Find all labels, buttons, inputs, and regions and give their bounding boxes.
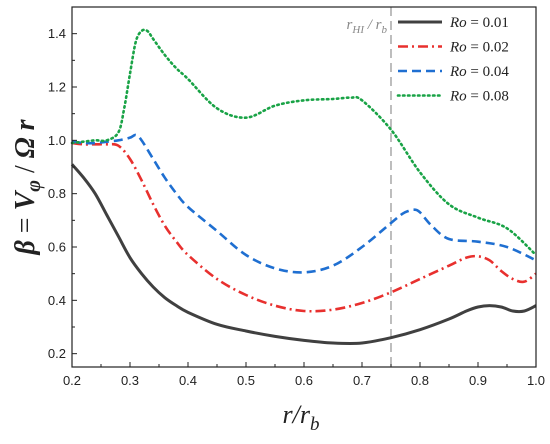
y-axis: 0.2 0.4 0.6 0.8 1.0 1.2 1.4 <box>48 26 77 361</box>
x-tick-label: 0.6 <box>295 373 313 388</box>
series-layer <box>70 28 538 346</box>
x-tick-label: 1.0 <box>527 373 545 388</box>
y-tick-label: 1.4 <box>48 26 66 41</box>
y-tick-label: 0.4 <box>48 293 66 308</box>
series-line-2 <box>71 141 537 313</box>
series-line-1 <box>70 163 537 346</box>
legend-label-2: Ro = 0.02 <box>449 40 509 56</box>
y-tick-label: 0.6 <box>48 240 66 255</box>
series-line-3 <box>71 133 537 274</box>
legend-label-1: Ro = 0.01 <box>449 15 509 31</box>
y-tick-label: 1.0 <box>48 133 66 148</box>
x-tick-label: 0.5 <box>237 373 255 388</box>
x-tick-label: 0.3 <box>121 373 139 388</box>
y-tick-label: 1.2 <box>48 80 66 95</box>
svg-text:β = Vφ / Ω r: β = Vφ / Ω r <box>10 118 45 255</box>
x-tick-label: 0.8 <box>411 373 429 388</box>
series-line-4 <box>70 28 538 257</box>
annotation-layer: rHI / rb <box>347 7 392 367</box>
legend-label-3: Ro = 0.04 <box>449 64 509 80</box>
annotation-label: rHI / rb <box>347 17 388 36</box>
x-axis: 0.2 0.3 0.4 0.5 0.6 0.7 0.8 0.9 1.0 <box>63 362 545 388</box>
x-tick-label: 0.9 <box>469 373 487 388</box>
x-tick-label: 0.4 <box>179 373 197 388</box>
y-axis-title: β = Vφ / Ω r <box>10 118 45 255</box>
y-tick-label: 0.8 <box>48 186 66 201</box>
x-tick-label: 0.2 <box>63 373 81 388</box>
legend: Ro = 0.01 Ro = 0.02 Ro = 0.04 Ro = 0.08 <box>396 15 509 105</box>
x-tick-label: 0.7 <box>353 373 371 388</box>
legend-label-4: Ro = 0.08 <box>449 89 509 105</box>
y-tick-label: 0.2 <box>48 346 66 361</box>
